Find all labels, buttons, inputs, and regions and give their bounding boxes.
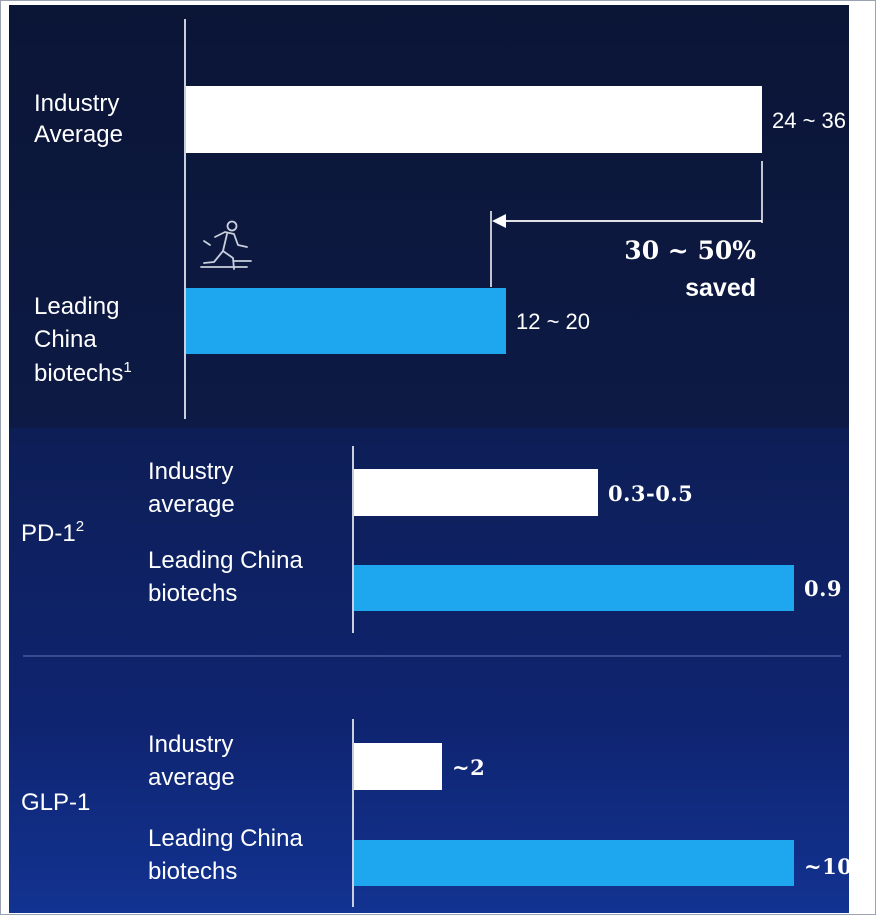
bar-leading-china-biotechs [354, 840, 794, 886]
bar-industry-average [186, 86, 762, 153]
category-label-industry-average: Industry average [148, 731, 240, 791]
category-label-leading-china-biotechs: Leading China biotechs1 [34, 293, 132, 387]
bar-industry-average [354, 743, 442, 790]
value-label-leading-china-biotechs: ~10 [804, 854, 852, 879]
category-label-leading-china-biotechs: Leading China biotechs [148, 547, 309, 607]
bar-leading-china-biotechs [186, 288, 506, 354]
value-label-industry-average: 0.3-0.5 [608, 481, 693, 506]
value-label-leading-china-biotechs: 0.9 [804, 576, 842, 601]
bar-industry-average [354, 469, 598, 516]
category-label-industry-average: Industry Average [34, 90, 126, 148]
saved-label: saved [685, 274, 756, 302]
value-label-industry-average: 24 ~ 36 [772, 108, 846, 133]
chart-timeline: Industry Average Leading China biotechs1… [34, 19, 846, 419]
group-label-glp1: GLP-1 [21, 789, 90, 816]
category-label-leading-china-biotechs: Leading China biotechs [148, 825, 309, 885]
chart-glp1: GLP-1 Industry average Leading China bio… [21, 719, 852, 907]
bar-leading-china-biotechs [354, 565, 794, 611]
left-arrow-icon [492, 214, 506, 228]
running-person-icon [200, 220, 252, 270]
saved-percentage: 30 ~ 50% [624, 236, 756, 265]
category-label-industry-average: Industry average [148, 458, 240, 518]
value-label-leading-china-biotechs: 12 ~ 20 [516, 309, 590, 334]
timeline-panel [9, 5, 849, 428]
value-label-industry-average: ~2 [452, 755, 485, 780]
group-label-pd1: PD-12 [21, 518, 84, 547]
chart-pd1: PD-12 Industry average Leading China bio… [21, 446, 842, 633]
